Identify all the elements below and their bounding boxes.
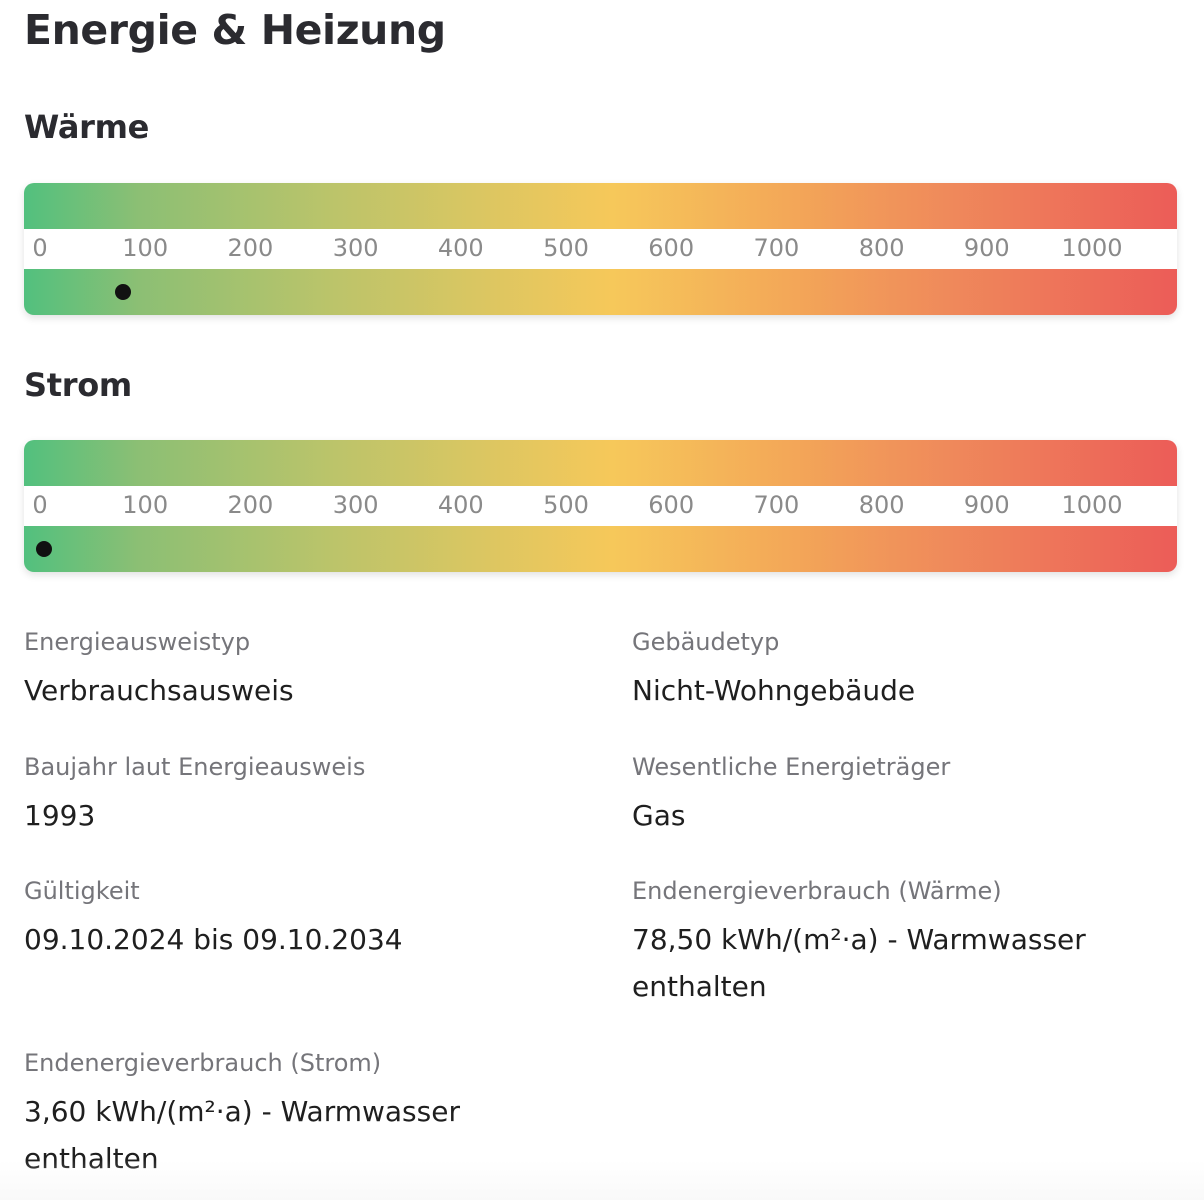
info-label: Gebäudetyp — [632, 628, 780, 656]
scale-tick-label: 100 — [122, 234, 169, 262]
page-title: Energie & Heizung — [24, 6, 446, 54]
scale-tick-label: 100 — [122, 491, 169, 519]
scale-tick-label: 200 — [227, 491, 274, 519]
scale-tick-label: 400 — [437, 234, 484, 262]
info-label: Endenergieverbrauch (Strom) — [24, 1049, 382, 1077]
info-value: Gas — [632, 799, 686, 832]
scale-gradient-bar-top — [24, 183, 1177, 229]
scale-tick-label: 400 — [437, 491, 484, 519]
scale-tick-label: 200 — [227, 234, 274, 262]
info-gebaeudetyp: Gebäudetyp Nicht-Wohngebäude — [632, 627, 1180, 714]
waerme-title: Wärme — [24, 108, 150, 146]
info-value: 09.10.2024 bis 09.10.2034 — [24, 923, 403, 956]
info-gueltigkeit: Gültigkeit 09.10.2024 bis 09.10.2034 — [24, 876, 584, 963]
waerme-value-marker — [114, 284, 131, 300]
scale-tick-label: 0 — [32, 234, 48, 262]
info-value: Nicht-Wohngebäude — [632, 674, 916, 707]
scale-tick-label: 500 — [543, 234, 589, 262]
info-ausweistyp: Energieausweistyp Verbrauchsausweis — [24, 627, 584, 714]
scale-tick-label: 600 — [648, 491, 695, 519]
info-baujahr: Baujahr laut Energieausweis 1993 — [24, 752, 584, 839]
info-value: 78,50 kWh/(m²·a) - Warmwasser enthalten — [632, 923, 1086, 1003]
info-label: Gültigkeit — [24, 877, 140, 905]
scale-tick-label: 0 — [32, 491, 48, 519]
info-label: Energieausweistyp — [24, 628, 251, 656]
strom-value-marker — [35, 541, 52, 557]
info-label: Endenergieverbrauch (Wärme) — [632, 877, 1002, 905]
info-value: Verbrauchsausweis — [24, 674, 294, 707]
scale-tick-label: 800 — [858, 234, 905, 262]
scale-gradient-bar-bottom — [24, 526, 1177, 572]
scale-gradient-bar-bottom — [24, 269, 1177, 315]
info-verbrauch-strom: Endenergieverbrauch (Strom) 3,60 kWh/(m²… — [24, 1048, 524, 1182]
scale-tick-label: 800 — [858, 491, 905, 519]
info-energietraeger: Wesentliche Energieträger Gas — [632, 752, 1180, 839]
info-label: Baujahr laut Energieausweis — [24, 753, 366, 781]
scale-tick-label: 900 — [963, 234, 1010, 262]
scale-tick-label: 300 — [332, 491, 379, 519]
scale-tick-label: 500 — [543, 491, 589, 519]
scale-tick-label: 700 — [753, 234, 800, 262]
scale-tick-label: 1000 — [1061, 234, 1123, 262]
strom-title: Strom — [24, 366, 132, 404]
info-value: 1993 — [24, 799, 96, 832]
scale-tick-label: 300 — [332, 234, 379, 262]
scale-tick-label: 1000 — [1061, 491, 1123, 519]
info-label: Wesentliche Energieträger — [632, 753, 951, 781]
scale-tick-label: 900 — [963, 491, 1010, 519]
scale-tick-label: 700 — [753, 491, 800, 519]
scale-tick-label: 600 — [648, 234, 695, 262]
info-verbrauch-waerme: Endenergieverbrauch (Wärme) 78,50 kWh/(m… — [632, 876, 1132, 1010]
scale-gradient-bar-top — [24, 440, 1177, 486]
info-value: 3,60 kWh/(m²·a) - Warmwasser enthalten — [24, 1095, 460, 1175]
